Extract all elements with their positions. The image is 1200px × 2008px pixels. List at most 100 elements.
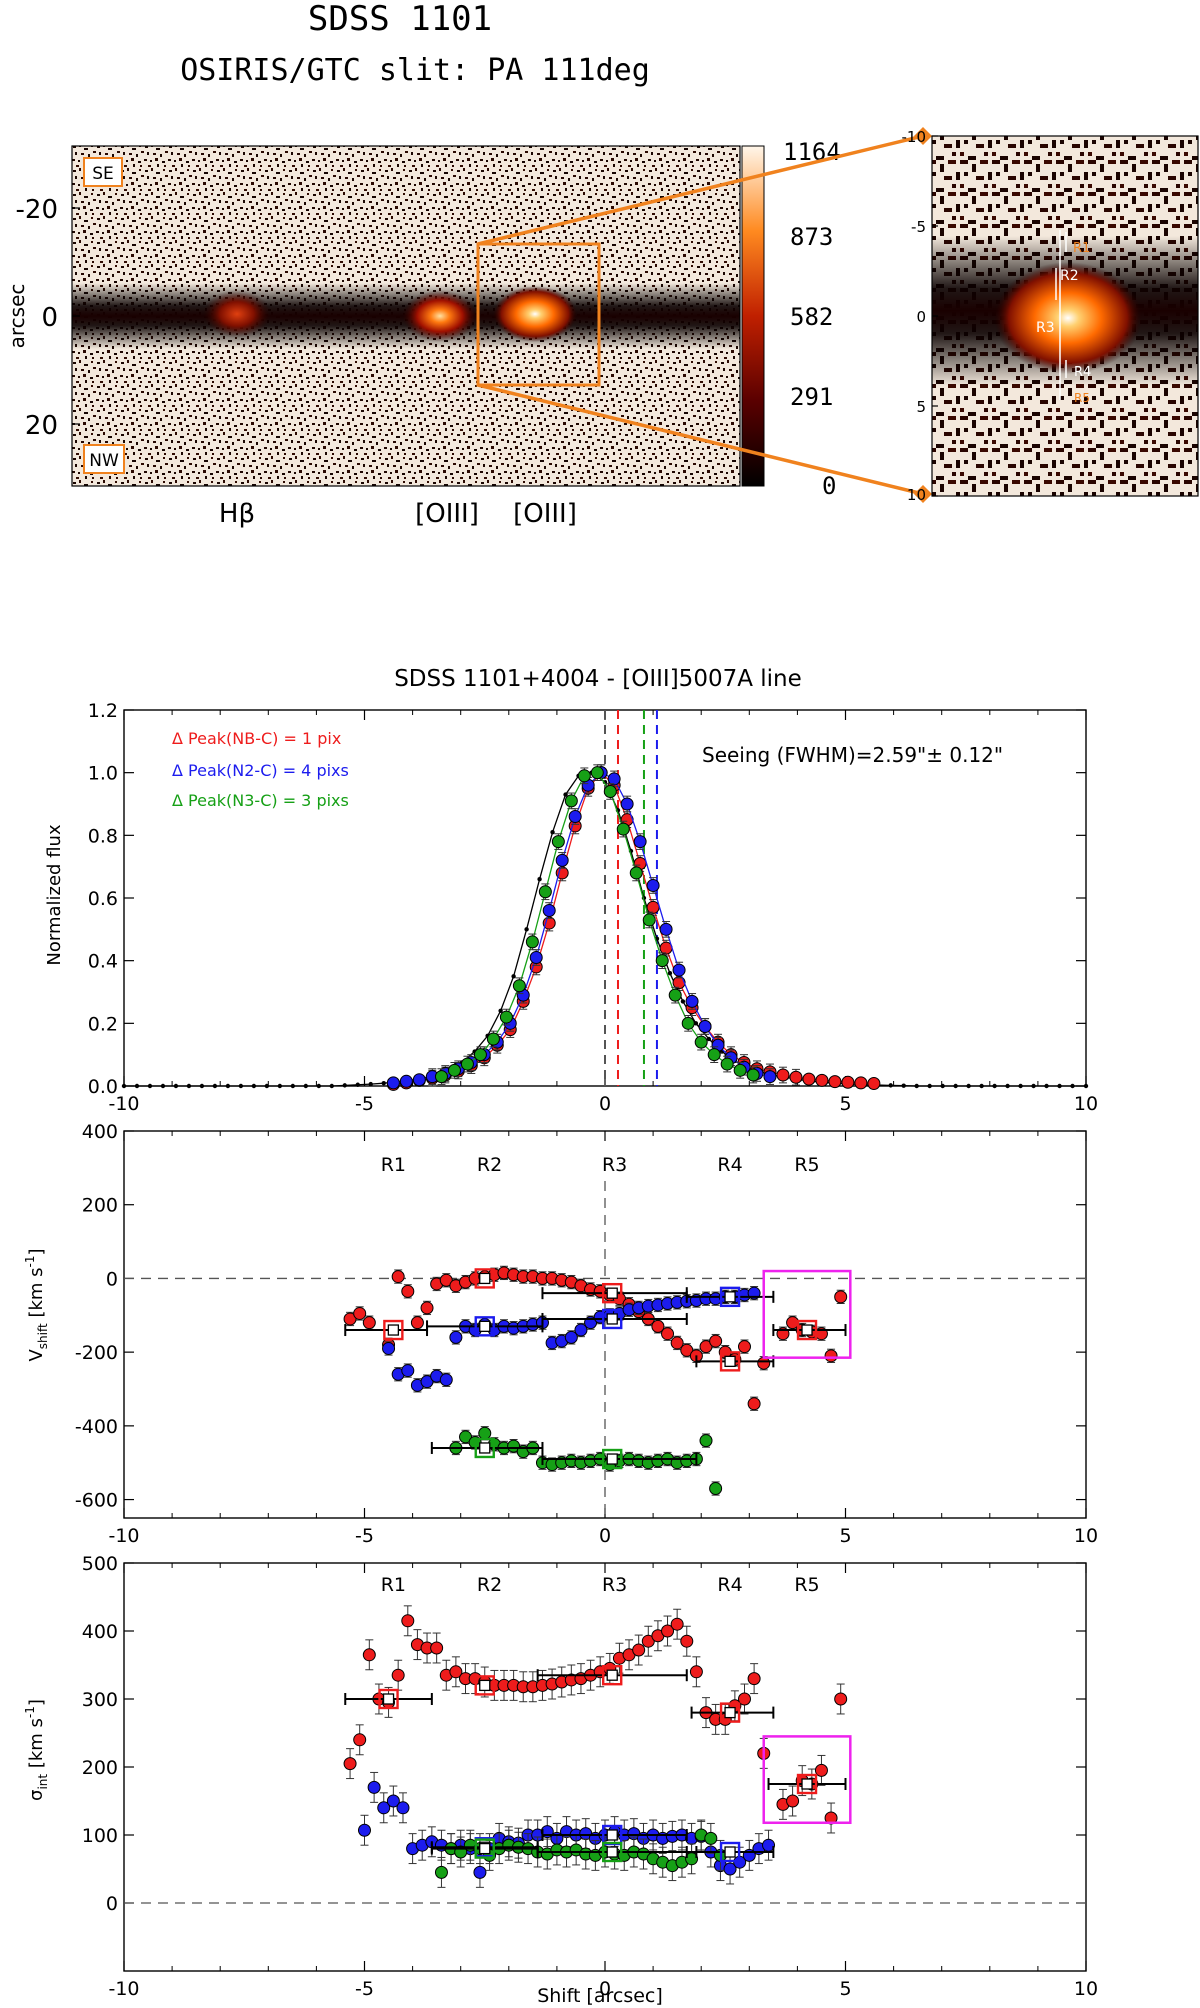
region-average-marker-inner (387, 1324, 400, 1336)
y-tick-label: 100 (82, 1825, 118, 1847)
data-point (824, 1349, 838, 1363)
x-tick-label: 10 (1074, 1978, 1098, 2000)
data-point (661, 1624, 675, 1638)
data-point (391, 1270, 405, 1284)
data-point (355, 1082, 360, 1087)
region-average-marker (474, 1268, 495, 1289)
sigma-chart: σint [km s-1] Shift [arcsec] -10 -5 0 5 1001… (23, 1553, 1098, 2007)
data-point (386, 1794, 400, 1808)
figure-title: SDSS 1101 (308, 0, 492, 39)
data-point (633, 835, 647, 849)
data-point (646, 878, 660, 892)
zoom-region-label: R4 (1074, 365, 1091, 380)
region-average-marker-inner (479, 1272, 491, 1285)
y-tick-label: 0.2 (88, 1013, 118, 1035)
data-point (632, 1643, 646, 1657)
data-point (353, 1733, 367, 1747)
y-tick-label: 0.4 (88, 951, 118, 973)
colorbar: 1164 873 582 291 0 (741, 138, 841, 500)
data-point (720, 1057, 734, 1071)
data-point (659, 922, 673, 936)
x-tick-label: -10 (108, 1978, 139, 2000)
data-point (603, 784, 617, 798)
y-tick-label: 500 (82, 1553, 118, 1575)
region-average-marker-inner (479, 1842, 491, 1855)
legend-entry-nb: Δ Peak(NB-C) = 1 pix (172, 729, 341, 748)
data-point (551, 835, 565, 849)
data-point (667, 971, 673, 976)
zoom-region-box (476, 242, 601, 387)
data-point (396, 1801, 410, 1815)
data-point (358, 1823, 371, 1837)
data-point (927, 1083, 932, 1089)
region-label: R2 (477, 1154, 502, 1176)
data-point (420, 1375, 434, 1389)
data-point (992, 1083, 997, 1089)
data-point (121, 1083, 127, 1089)
data-point (940, 1083, 945, 1089)
region-average-marker (474, 1437, 495, 1459)
region-average-marker (474, 1316, 495, 1337)
data-point (786, 1794, 800, 1808)
region-average-marker-inner (479, 1679, 491, 1692)
data-point (670, 1617, 684, 1631)
spectrum-ytick: 0 (41, 303, 58, 333)
colorbar-tick: 291 (790, 383, 833, 411)
data-point (699, 1340, 713, 1354)
region-average-marker (383, 1319, 404, 1341)
data-point (401, 1614, 415, 1628)
x-tick-label: -5 (355, 1525, 374, 1547)
region-average-marker-inner (606, 1313, 618, 1325)
data-point (568, 810, 582, 824)
data-point (828, 1075, 842, 1089)
data-point (699, 1434, 713, 1448)
data-point (343, 1312, 357, 1326)
data-point (642, 913, 656, 927)
data-point (651, 1319, 665, 1333)
spectrum-ylabel: arcsec (5, 284, 29, 349)
x-tick-label: 5 (839, 1093, 851, 1115)
flux-chart-title: SDSS 1101+4004 - [OIII]5007A line (394, 666, 802, 692)
data-point (386, 1076, 400, 1090)
data-point (815, 1073, 829, 1087)
y-tick-label: 0.0 (88, 1076, 118, 1098)
data-point (979, 1083, 984, 1089)
y-tick-label: 0.6 (88, 888, 118, 910)
data-point (689, 1665, 703, 1679)
data-point (555, 853, 569, 867)
region-label: R5 (794, 1574, 819, 1596)
data-point (802, 1072, 816, 1086)
data-point (449, 1665, 463, 1679)
colorbar-tick: 0 (822, 472, 836, 500)
zoom-connectors (477, 127, 932, 503)
data-point (511, 974, 516, 979)
data-point (430, 1641, 444, 1655)
zoom-region-label: R3 (1036, 320, 1055, 336)
data-point (434, 1865, 448, 1879)
plot-frame (123, 1562, 1087, 1972)
data-point (607, 772, 621, 786)
data-point (814, 1763, 828, 1777)
colorbar-tick: 582 (790, 303, 833, 331)
data-point (537, 877, 542, 882)
data-point (524, 927, 529, 932)
data-point (1005, 1083, 1010, 1089)
region-label: R1 (381, 1154, 406, 1176)
vshift-ylabel: Vshift [km s-1] (23, 1248, 50, 1361)
data-point (1018, 1083, 1023, 1089)
data-point (449, 1330, 463, 1344)
region-average-marker (796, 1319, 818, 1341)
legend-entry-n2: Δ Peak(N2-C) = 4 pixs (172, 761, 349, 780)
y-tick-label: 0.8 (88, 825, 118, 847)
data-point (225, 1083, 231, 1089)
data-point (620, 797, 634, 811)
zoom-region-label: R1 (1073, 241, 1090, 256)
sigma-xlabel: Shift [arcsec] (537, 1985, 663, 2007)
data-point (834, 1692, 848, 1706)
region-average-marker-inner (724, 1355, 736, 1368)
zoom-ytick: -5 (911, 218, 926, 236)
data-point (707, 1048, 721, 1062)
data-point (789, 1070, 803, 1084)
data-point (706, 1036, 712, 1042)
